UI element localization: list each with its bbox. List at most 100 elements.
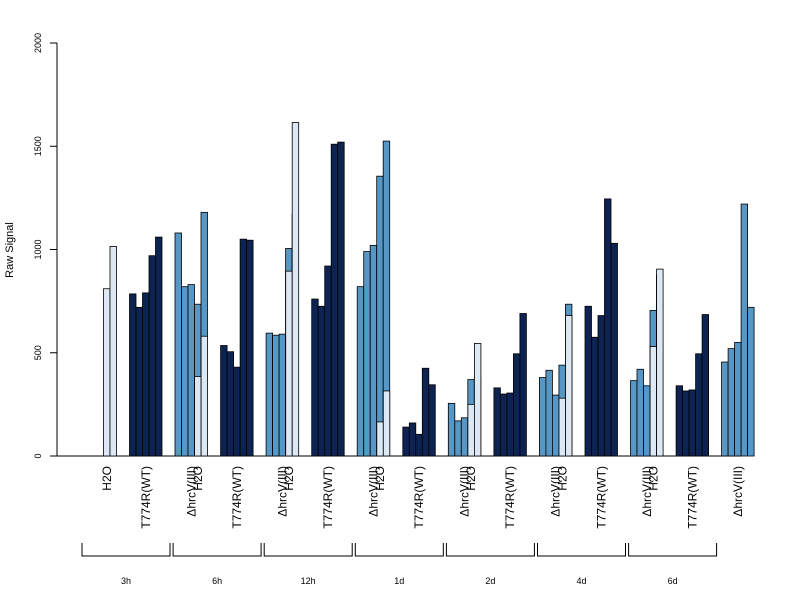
bar [643,385,651,457]
timepoint-bracket [354,543,444,557]
timepoint-bracket [172,543,262,557]
treatment-label: ΔhrcV(III) [458,466,472,517]
timepoint-bracket [81,543,171,557]
bar [415,433,423,457]
bar [402,426,410,457]
y-axis-title: Raw Signal [4,222,16,278]
bar [473,343,482,457]
bar [142,292,150,457]
bar [148,255,156,457]
bar [597,315,605,457]
timepoint-bracket [537,543,626,557]
bar [278,333,287,457]
timepoint-label: 12h [301,576,316,586]
bar [565,315,573,457]
y-tick-label: 500 [33,345,43,360]
bar [519,313,527,457]
bar [317,305,326,457]
bar [129,293,137,457]
treatment-label: ΔhrcV(III) [366,466,380,517]
timepoint-label: 6d [668,576,678,586]
bar [324,265,332,457]
bar [747,306,755,457]
bar [376,421,384,457]
treatment-label: H2O [282,466,296,491]
bar [604,198,612,457]
treatment-label: ΔhrcV(III) [731,466,745,517]
bar [740,203,748,457]
treatment-label: ΔhrcV(III) [275,466,289,517]
treatment-label: T774R(WT) [412,466,426,529]
bar [421,367,430,457]
bar [285,270,293,457]
timepoint-bracket [445,543,535,557]
bar [265,332,274,457]
bar [246,239,254,457]
treatment-label: H2O [373,466,387,491]
bar [239,238,248,457]
treatment-label: H2O [191,466,205,491]
bar [109,245,117,457]
bar [382,390,391,457]
bar [506,392,514,457]
bar [447,402,456,457]
bar [493,387,501,457]
bar [200,335,209,457]
timepoint-label: 6h [212,576,222,586]
bar [428,384,436,457]
bar [220,345,228,457]
y-tick-label: 1500 [33,136,43,156]
bars-layer [103,122,755,457]
treatment-label: T774R(WT) [503,466,517,529]
timepoint-label: 4d [576,576,586,586]
bar [545,369,553,457]
bar [291,122,300,457]
bar [721,361,729,457]
treatment-label: ΔhrcV(III) [549,466,563,517]
bar [499,393,508,457]
bar [734,342,742,457]
treatment-label: T774R(WT) [139,466,153,529]
category-labels-layer: H2O T774R(WT) ΔhrcV(III) 3h H2O T774R(WT) Δhrc… [81,466,745,586]
treatment-label: T774R(WT) [321,466,335,529]
bar [194,376,202,457]
bar [135,306,143,457]
timepoint-label: 2d [485,576,495,586]
timepoint-bracket [628,543,718,557]
treatment-label: H2O [464,466,478,491]
bar [330,143,339,457]
bar [467,403,475,457]
bar [636,368,644,457]
bar [337,141,345,457]
bar [558,397,566,457]
bar [174,232,182,457]
bar [727,348,735,457]
treatment-label: T774R(WT) [230,466,244,529]
y-axis: 0 500 1000 1500 2000 [33,33,58,459]
bar [155,236,163,457]
timepoint-bracket [263,543,353,557]
treatment-label: T774R(WT) [685,466,699,529]
bar [513,353,521,457]
bar [187,284,195,457]
bar [311,298,319,457]
y-tick-label: 0 [33,453,43,458]
timepoint-label: 1d [394,576,404,586]
bar [356,286,365,457]
treatment-label: H2O [555,466,569,491]
bar [103,288,111,457]
treatment-label: H2O [646,466,660,491]
bar [363,251,371,457]
bar [675,385,683,457]
bar [682,390,690,457]
treatment-label: ΔhrcV(III) [640,466,654,517]
bar [376,175,384,457]
bar [584,305,592,457]
timepoint-label: 3h [121,576,131,586]
bar [552,394,560,457]
y-tick-label: 1000 [33,239,43,259]
bar [649,346,657,457]
bar [630,380,638,457]
bar [656,268,664,457]
